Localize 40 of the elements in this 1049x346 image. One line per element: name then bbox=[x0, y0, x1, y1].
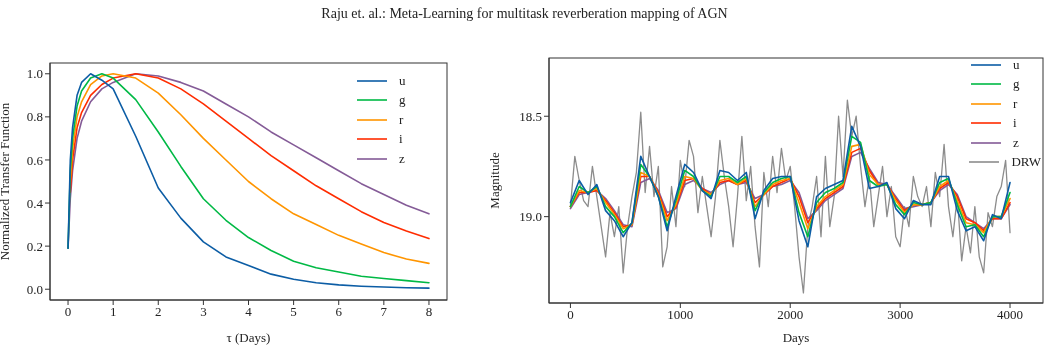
x-axis-title: τ (Days) bbox=[226, 330, 271, 345]
y-tick-label: 1.0 bbox=[26, 66, 43, 82]
x-tick-label: 0 bbox=[64, 304, 72, 320]
y-tick-label: 0.6 bbox=[26, 152, 44, 168]
legend-label: z bbox=[399, 150, 406, 167]
legend-label: r bbox=[399, 111, 405, 128]
x-tick-label: 7 bbox=[380, 304, 388, 320]
y-tick-label: 18.5 bbox=[519, 108, 542, 124]
x-tick-label: 1 bbox=[109, 304, 117, 320]
y-tick-label: 19.0 bbox=[519, 209, 542, 225]
y-tick-label: 0.8 bbox=[26, 109, 43, 125]
x-tick-label: 4000 bbox=[997, 307, 1024, 323]
x-axis-title: Days bbox=[782, 330, 810, 345]
legend-label: z bbox=[1013, 134, 1020, 151]
text: Raju et. al.: Meta-Learning for multitask reverberation mapping of AGN bbox=[320, 6, 729, 22]
x-tick-label: 2 bbox=[155, 304, 162, 320]
x-tick-label: 0 bbox=[567, 307, 574, 323]
legend-label: i bbox=[1013, 115, 1018, 132]
x-tick-label: 3 bbox=[200, 304, 207, 320]
y-tick-label: 0.0 bbox=[26, 281, 43, 297]
legend-label: u bbox=[399, 72, 407, 89]
legend-label: g bbox=[1013, 76, 1021, 93]
legend-label: DRW bbox=[1011, 154, 1041, 171]
y-tick-label: 0.4 bbox=[26, 195, 44, 211]
line-series bbox=[569, 99, 1011, 294]
x-tick-label: 5 bbox=[290, 304, 297, 320]
x-tick-label: 8 bbox=[425, 304, 433, 320]
x-tick-label: 6 bbox=[335, 304, 343, 320]
legend-label: g bbox=[399, 92, 407, 109]
x-tick-label: 4 bbox=[245, 304, 253, 320]
line-series bbox=[569, 125, 1011, 248]
x-tick-label: 3000 bbox=[887, 307, 914, 323]
x-tick-label: 2000 bbox=[777, 307, 804, 323]
legend-label: r bbox=[1013, 95, 1019, 112]
legend-label: i bbox=[399, 131, 404, 148]
legend-label: u bbox=[1013, 56, 1021, 73]
y-tick-label: 0.2 bbox=[26, 238, 43, 254]
y-axis-title: Normalized Transfer Function bbox=[0, 102, 12, 261]
y-axis-title: Magnitude bbox=[486, 152, 502, 209]
x-tick-label: 1000 bbox=[667, 307, 694, 323]
